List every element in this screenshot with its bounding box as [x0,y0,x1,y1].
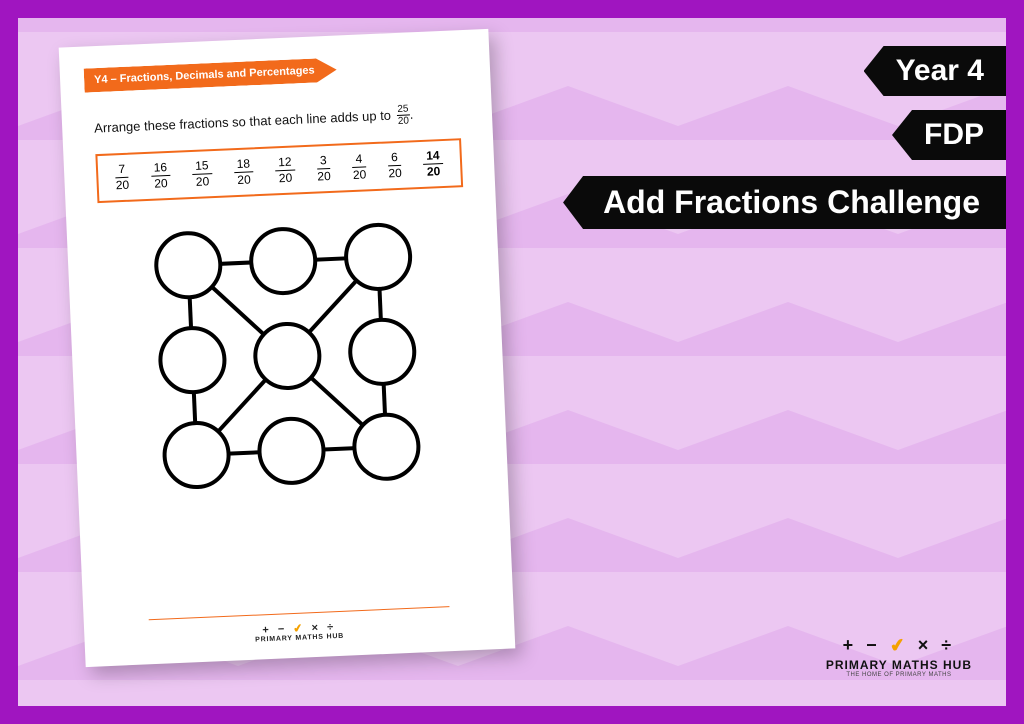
fraction-option: 720 [115,163,130,193]
instruction-text: Arrange these fractions so that each lin… [94,108,395,136]
fraction-option: 420 [352,152,367,182]
worksheet-page: Y4 – Fractions, Decimals and Percentages… [59,29,516,667]
logo-tagline: THE HOME OF PRIMARY MATHS [826,672,972,678]
tag-title: Add Fractions Challenge [563,176,1006,229]
outer-frame: Y4 – Fractions, Decimals and Percentages… [0,0,1024,724]
diagram-container [90,203,484,509]
logo-icons: + − ✔ × ÷ [826,635,972,656]
worksheet-instruction: Arrange these fractions so that each lin… [94,102,465,140]
fraction-option: 1520 [192,159,213,189]
worksheet-banner: Y4 – Fractions, Decimals and Percentages [84,58,338,93]
fraction-option: 1820 [233,157,254,187]
tag-topic: FDP [892,110,1006,160]
instruction-end: . [409,107,413,122]
inner-panel: Y4 – Fractions, Decimals and Percentages… [18,18,1006,706]
fraction-option: 1420 [423,149,444,179]
fractions-box: 720 1620 1520 1820 1220 320 420 620 1420 [95,138,463,203]
tag-year: Year 4 [864,46,1006,96]
worksheet-footer: + − ✔ × ÷ PRIMARY MATHS HUB [84,603,515,651]
fraction-option: 320 [316,154,331,184]
target-fraction: 2520 [396,104,410,127]
brand-logo: + − ✔ × ÷ PRIMARY MATHS HUB THE HOME OF … [826,635,972,678]
node-diagram [136,205,438,507]
fraction-option: 1220 [275,156,296,186]
fraction-option: 1620 [150,161,171,191]
fraction-option: 620 [387,151,402,181]
logo-name: PRIMARY MATHS HUB [826,658,972,672]
